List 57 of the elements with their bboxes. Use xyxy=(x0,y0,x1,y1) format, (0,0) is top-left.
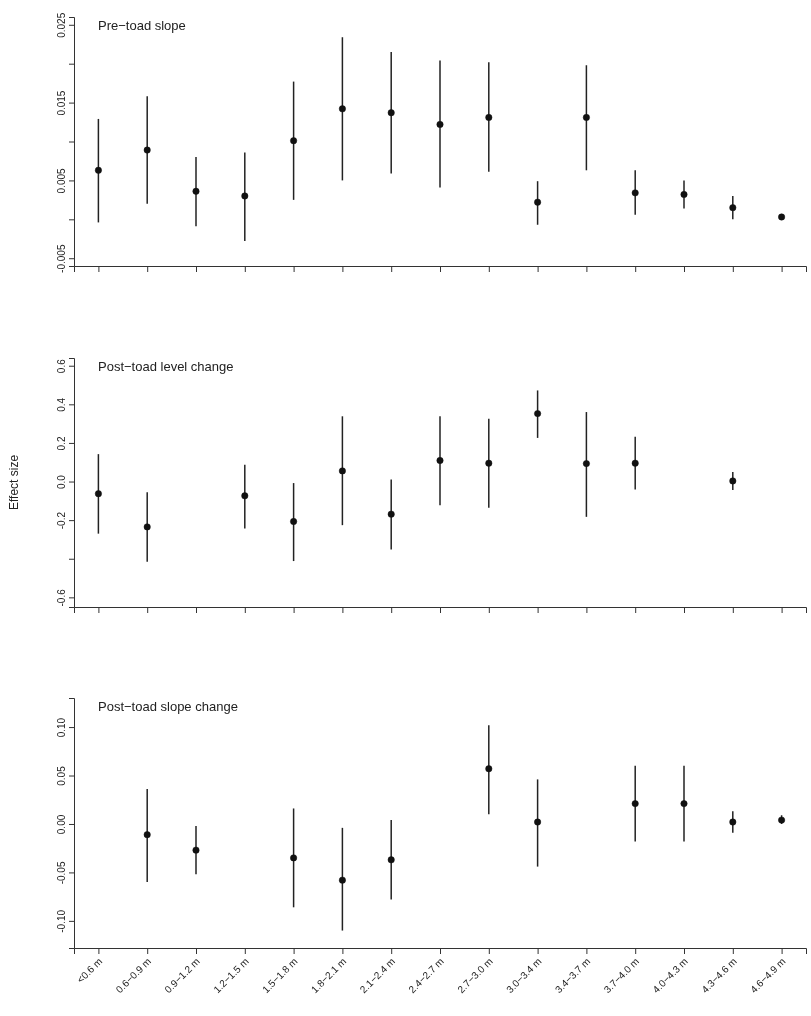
y-tick-label: -0.05 xyxy=(56,861,68,885)
point xyxy=(534,198,542,206)
point xyxy=(680,190,688,198)
y-tick-label: 0.2 xyxy=(56,436,68,451)
y-tick-label: -0.005 xyxy=(56,244,68,273)
point xyxy=(290,854,298,862)
point xyxy=(192,846,200,854)
point xyxy=(338,876,346,884)
point xyxy=(94,166,102,174)
point xyxy=(778,213,786,221)
y-tick-label: 0.05 xyxy=(56,765,68,786)
x-tick-label: <0.6 m xyxy=(74,955,105,986)
y-tick-label: 0.00 xyxy=(56,814,68,835)
y-tick-label: -0.2 xyxy=(56,511,68,530)
point xyxy=(192,187,200,195)
point xyxy=(729,477,737,485)
point xyxy=(729,204,737,212)
chart-title: Post−toad level change xyxy=(98,359,234,374)
y-tick-label: 0.015 xyxy=(56,90,68,116)
point xyxy=(290,518,298,525)
point xyxy=(143,146,151,154)
point xyxy=(534,410,542,418)
y-tick-label: 0.10 xyxy=(56,717,68,738)
chart-title: Pre−toad slope xyxy=(98,18,186,33)
y-tick-label: -0.6 xyxy=(56,588,68,607)
point xyxy=(631,800,639,808)
y-tick-label: 0.025 xyxy=(56,12,68,38)
y-axis-title: Effect size xyxy=(7,454,21,511)
point xyxy=(94,490,102,498)
point xyxy=(436,457,444,464)
point xyxy=(387,510,395,518)
point xyxy=(338,105,346,113)
point xyxy=(582,460,590,468)
point xyxy=(387,856,395,864)
y-tick-label: 0.4 xyxy=(56,397,68,412)
point xyxy=(534,818,542,826)
chart-title: Post−toad slope change xyxy=(98,699,238,714)
point xyxy=(387,109,395,117)
y-tick-label: 0.005 xyxy=(56,167,68,194)
point xyxy=(631,189,639,197)
point xyxy=(729,818,737,826)
point xyxy=(290,137,298,145)
point xyxy=(338,467,346,475)
y-tick-label: -0.10 xyxy=(56,909,68,933)
point xyxy=(485,459,493,467)
point xyxy=(631,459,639,467)
y-tick-label: 0.0 xyxy=(56,474,68,489)
point xyxy=(436,120,444,128)
point xyxy=(143,831,151,839)
point xyxy=(241,492,249,500)
point xyxy=(582,113,590,121)
y-tick-label: 0.6 xyxy=(56,358,68,374)
point xyxy=(143,523,151,531)
point xyxy=(485,113,493,121)
point xyxy=(241,192,249,200)
point xyxy=(680,800,688,808)
point xyxy=(485,765,493,773)
